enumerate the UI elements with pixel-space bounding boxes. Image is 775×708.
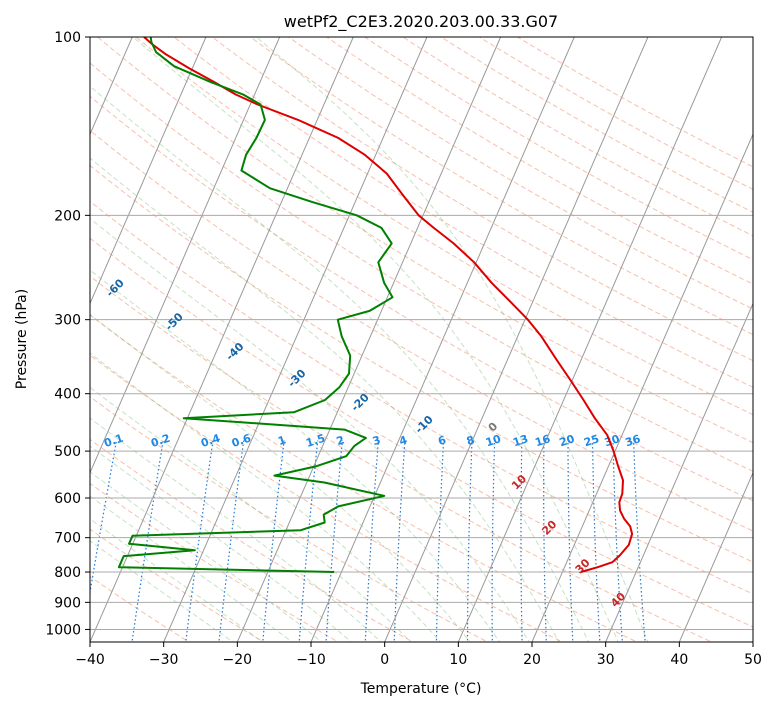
mixing-ratio-label: 1 — [276, 433, 287, 448]
chart-title: wetPf2_C2E3.2020.203.00.33.G07 — [284, 12, 558, 32]
mixing-ratio-label: 3 — [371, 433, 382, 448]
y-tick-label: 500 — [54, 444, 81, 460]
profile-series — [117, 37, 634, 573]
isotherm-line — [236, 37, 502, 642]
mixing-ratio-line — [612, 440, 624, 642]
dry-adiabat-line — [287, 37, 753, 310]
mixing-ratio-line — [393, 440, 406, 642]
isotherm-line — [384, 37, 649, 642]
mixing-ratio-line — [520, 440, 523, 642]
y-tick-label: 200 — [54, 208, 81, 224]
dry-adiabat-line — [249, 37, 753, 336]
mixing-ratio-labels: 0.1 0.2 0.4 0.6 1 1.5 2 3 4 6 8 10 13 16 20 25 30 36 — [102, 431, 642, 449]
dry-adiabat-line — [90, 200, 753, 595]
mixing-ratio-label: 16 — [533, 432, 552, 449]
moist-adiabat-line — [90, 85, 590, 642]
y-tick-label: 700 — [54, 531, 81, 547]
y-tick-label: 300 — [54, 313, 81, 329]
dry-adiabat-line — [90, 62, 753, 472]
mixing-ratio-line — [435, 440, 445, 642]
mixing-ratio-label: 1.5 — [304, 432, 327, 450]
y-tick-label: 900 — [54, 595, 81, 611]
mixing-ratio-label: 36 — [624, 432, 643, 449]
x-tick-label: 50 — [744, 652, 762, 668]
moist-adiabat-line — [90, 313, 471, 642]
y-tick-label: 100 — [54, 30, 81, 46]
mixing-ratio-label: 0.2 — [149, 432, 172, 450]
x-tick-label: 40 — [670, 652, 688, 668]
dewpoint-line — [117, 37, 394, 573]
y-tick-label: 800 — [54, 565, 81, 581]
mixing-ratio-line — [131, 440, 164, 642]
mixing-ratio-line — [567, 440, 574, 642]
dry-adiabat-line — [90, 95, 753, 502]
x-tick-label: 0 — [380, 652, 389, 668]
y-tick-label: 600 — [54, 491, 81, 507]
isotherm-line — [90, 37, 207, 305]
x-tick-label: −10 — [296, 652, 326, 668]
isotherm-line — [90, 37, 354, 642]
isobars — [90, 37, 753, 630]
mixing-ratio-line — [185, 440, 214, 642]
moist-adiabat-line — [132, 37, 619, 642]
isotherm-line — [163, 37, 428, 642]
x-tick-label: 10 — [449, 652, 467, 668]
isotherm-line — [457, 37, 723, 642]
x-axis-label: Temperature (°C) — [360, 681, 482, 697]
isotherm-line — [90, 37, 281, 474]
y-tick-label: 400 — [54, 387, 81, 403]
x-tick-label: −40 — [75, 652, 105, 668]
mixing-ratio-line — [592, 440, 601, 642]
isotherm-line — [531, 132, 753, 642]
mixing-ratio-label: 0.4 — [199, 431, 222, 449]
y-axis: 100 200 300 400 500 600 700 800 900 1000 — [45, 30, 90, 638]
mixing-ratio-label: 6 — [436, 433, 448, 448]
mixing-ratio-label: 0.1 — [102, 432, 125, 450]
dry-adiabat-line — [325, 37, 753, 285]
mixing-ratio-line — [325, 440, 343, 642]
mixing-ratio-label: 2 — [335, 433, 346, 448]
y-tick-label: 1000 — [45, 622, 81, 638]
temperature-line — [143, 37, 634, 573]
isotherms — [90, 37, 753, 642]
isotherm-line — [605, 302, 753, 642]
mixing-ratio-line — [543, 440, 547, 642]
mixing-ratio-line — [218, 440, 245, 642]
mixing-ratio-line — [364, 440, 380, 642]
moist-adiabat-line — [90, 417, 382, 642]
mixing-ratio-lines — [90, 440, 646, 642]
mixing-ratio-label: 13 — [511, 432, 530, 449]
mixing-ratio-line — [262, 440, 285, 642]
x-tick-label: 30 — [597, 652, 615, 668]
x-tick-label: −30 — [149, 652, 179, 668]
dry-adiabat-line — [90, 237, 753, 628]
plot-frame — [89, 36, 754, 643]
mixing-ratio-label: 20 — [558, 432, 577, 449]
x-axis: −40 −30 −20 −10 0 10 20 30 40 50 — [75, 642, 762, 668]
mixing-ratio-label: 8 — [465, 433, 476, 448]
y-axis-label: Pressure (hPa) — [14, 289, 30, 389]
mixing-ratio-line — [491, 440, 496, 642]
mixing-ratio-line — [298, 440, 319, 642]
background-lines — [90, 37, 753, 642]
dry-adiabat-line — [211, 37, 753, 362]
dry-adiabat-line — [90, 129, 753, 532]
mixing-ratio-label: 25 — [582, 432, 601, 449]
mixing-ratio-label: 0.6 — [230, 431, 253, 449]
mixing-ratio-label: 10 — [484, 432, 503, 449]
mixing-ratio-line — [633, 440, 646, 642]
x-tick-label: −20 — [223, 652, 253, 668]
mixing-ratio-label: 4 — [398, 433, 410, 448]
isotherm-line — [678, 471, 753, 642]
isotherm-line — [310, 37, 575, 642]
x-tick-label: 20 — [523, 652, 541, 668]
